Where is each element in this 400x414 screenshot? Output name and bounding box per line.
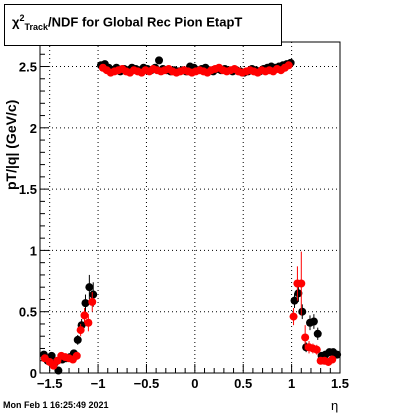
y-tick-label: 1	[30, 243, 37, 258]
chi-subscript: Track	[24, 21, 49, 32]
chart-title-text: /NDF for Global Rec Pion EtapT	[48, 14, 243, 30]
x-tick-label: 1	[288, 376, 295, 391]
series-red	[40, 61, 337, 370]
data-point	[89, 290, 98, 299]
x-tick-label: 0.5	[234, 376, 252, 391]
data-point	[81, 299, 90, 308]
data-point	[80, 311, 89, 320]
data-point	[73, 335, 82, 344]
y-tick-label: 0	[30, 366, 37, 381]
chart-title-box: χ2Track/NDF for Global Rec Pion EtapT	[4, 4, 282, 46]
x-tick-label: −0.5	[134, 376, 160, 391]
data-point	[297, 279, 306, 288]
data-point	[294, 289, 303, 298]
data-point	[312, 345, 321, 354]
y-tick-label: 2	[30, 121, 37, 136]
data-point	[309, 317, 318, 326]
data-point	[328, 355, 337, 364]
axis-layer: −1.5 −1 −0.5 0 0.5 1 1.5 0 0.5 1 1.5 2 2.5	[19, 41, 349, 391]
x-tick-label: 0	[191, 376, 198, 391]
data-point	[155, 56, 164, 65]
data-point	[47, 351, 56, 360]
chi-symbol: χ	[12, 14, 20, 30]
y-tick-label: 2.5	[19, 60, 37, 75]
data-point	[313, 329, 322, 338]
data-point	[284, 61, 293, 70]
data-point	[298, 307, 307, 316]
data-point	[72, 351, 81, 360]
y-axis-label: pT/|q| (GeV/c)	[3, 99, 19, 190]
data-point	[54, 366, 63, 375]
data-point	[290, 296, 299, 305]
data-point	[84, 318, 93, 327]
timestamp: Mon Feb 1 16:25:49 2021	[3, 400, 109, 410]
data-point	[88, 297, 97, 306]
x-tick-label: 1.5	[331, 376, 349, 391]
series-layer	[39, 56, 342, 375]
x-tick-label: −1.5	[37, 376, 63, 391]
chart-title: χ2Track/NDF for Global Rec Pion EtapT	[12, 13, 242, 32]
data-point	[289, 312, 298, 321]
data-point	[333, 350, 342, 359]
data-point	[301, 333, 310, 342]
y-tick-label: 0.5	[19, 305, 37, 320]
x-tick-label: −1	[91, 376, 106, 391]
data-point	[85, 283, 94, 292]
y-tick-label: 1.5	[19, 182, 37, 197]
x-axis-label: η	[331, 398, 339, 413]
data-point	[76, 326, 85, 335]
chi-superscript: 2	[19, 13, 25, 23]
